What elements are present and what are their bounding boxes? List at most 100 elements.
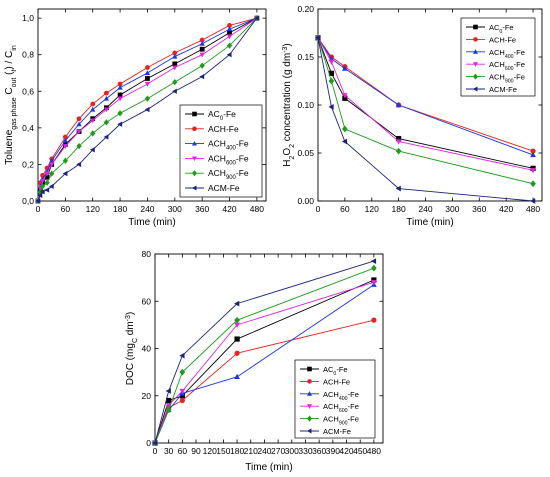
y-tick-label: 0,6	[22, 86, 34, 96]
data-point	[234, 322, 240, 328]
data-point	[395, 147, 402, 155]
y-axis-label: DOC (mgC dm-3)	[125, 312, 139, 386]
data-point	[179, 397, 185, 404]
data-point	[199, 46, 205, 52]
chart-panel-a: 0 60 120 180 240 300 360 420 480 0,0 0,2 0,4 0,6 0,8 1…	[4, 8, 267, 228]
x-axis-label: Time (min)	[128, 217, 175, 228]
legend-name: ACH-Fe	[208, 124, 239, 134]
legend-name: AC	[208, 109, 220, 119]
legend-box	[179, 104, 263, 198]
data-point	[165, 402, 172, 409]
legend-sub: 900	[226, 175, 237, 181]
data-point	[172, 88, 177, 94]
y-axis-label-part: in	[11, 45, 18, 51]
legend-marker	[306, 404, 313, 409]
y-axis-label-part: )	[125, 312, 136, 315]
data-point	[395, 139, 402, 145]
y-tick-label: 0,0	[22, 196, 34, 206]
data-point	[328, 104, 334, 110]
data-point	[117, 81, 123, 87]
data-point	[49, 162, 55, 168]
y-tick-label: 1,0	[22, 13, 34, 23]
y-axis-label-part: H	[282, 160, 293, 167]
legend-entry: AC0-Fe	[208, 109, 236, 122]
data-point	[103, 119, 110, 126]
legend-suffix: -Fe	[348, 390, 359, 399]
data-point	[342, 125, 348, 133]
data-point	[145, 76, 150, 81]
legend-box	[460, 17, 536, 97]
data-point	[49, 170, 55, 177]
legend-suffix: -Fe	[502, 23, 513, 32]
data-point	[226, 52, 232, 58]
legend-marker	[306, 415, 313, 422]
legend: AC0-FeACH-FeACH400-FeACH600-FeACH900-FeA…	[294, 359, 376, 439]
legend-box	[294, 359, 376, 439]
y-axis-label-part: DOC (mg	[125, 343, 136, 385]
legend-name: AC	[323, 365, 334, 374]
x-tick-label: 0	[316, 204, 321, 214]
data-point	[117, 84, 123, 90]
x-axis-label: Time (min)	[245, 462, 292, 473]
y-axis-label-part: Toluene	[4, 129, 15, 164]
data-point	[49, 158, 55, 163]
y-axis-label-part: -3	[282, 46, 289, 52]
data-point	[328, 70, 335, 76]
data-point	[227, 30, 232, 36]
x-tick-label: 420	[222, 204, 236, 214]
data-point	[152, 440, 158, 446]
data-point	[48, 183, 54, 190]
data-point	[395, 102, 402, 108]
legend-entry: ACH400-Fe	[323, 390, 359, 402]
data-point	[530, 198, 536, 204]
data-point	[341, 138, 348, 145]
legend-suffix: -Fe	[348, 415, 359, 424]
y-axis-label-part: 2	[289, 144, 296, 148]
legend-name: ACM-Fe	[323, 427, 351, 436]
legend-sub: 600	[505, 66, 514, 72]
data-point	[371, 264, 377, 272]
y-axis-label-part: 2	[289, 156, 296, 160]
y-axis-label-part: t	[11, 69, 18, 72]
legend-entry: ACH600-Fe	[323, 402, 359, 414]
legend-sub: 600	[339, 408, 348, 414]
legend-name: ACM-Fe	[489, 85, 517, 94]
legend-sub: 900	[339, 421, 348, 427]
x-tick-label: 90	[191, 446, 201, 456]
data-point	[117, 96, 123, 102]
legend-name: ACH	[208, 139, 226, 149]
x-tick-label: 210	[244, 446, 258, 456]
data-point	[165, 406, 172, 414]
x-axis-label: Time (min)	[406, 217, 453, 228]
x-tick-label: 360	[195, 204, 209, 214]
data-point	[371, 280, 377, 286]
y-tick-label: 0,2	[22, 159, 34, 169]
x-tick-label: 180	[392, 204, 406, 214]
legend-name: ACH-Fe	[323, 377, 350, 386]
data-point	[530, 180, 536, 188]
data-point	[117, 110, 123, 117]
legend-marker	[191, 140, 198, 146]
y-tick-label: 40	[142, 344, 152, 354]
data-point	[62, 134, 68, 140]
y-axis-label-part: C	[4, 87, 15, 97]
x-tick-label: 240	[140, 204, 154, 214]
y-axis-label-part: ) / C	[4, 51, 15, 70]
y-axis-label-part: out	[11, 78, 18, 88]
data-point	[117, 92, 123, 98]
legend-entry: ACH400-Fe	[489, 48, 525, 60]
data-point	[103, 134, 109, 140]
data-point	[145, 65, 150, 70]
series-5	[315, 34, 536, 204]
x-tick-label: 390	[326, 446, 340, 456]
legend-name: AC	[489, 23, 500, 32]
data-point	[234, 336, 240, 342]
legend-entry: ACH-Fe	[489, 35, 516, 44]
data-point	[199, 52, 205, 58]
x-tick-label: 180	[230, 446, 244, 456]
legend-suffix: -Fe	[236, 139, 249, 149]
data-point	[90, 101, 96, 107]
data-point	[166, 397, 172, 404]
legend-entry: ACM-Fe	[489, 85, 517, 94]
